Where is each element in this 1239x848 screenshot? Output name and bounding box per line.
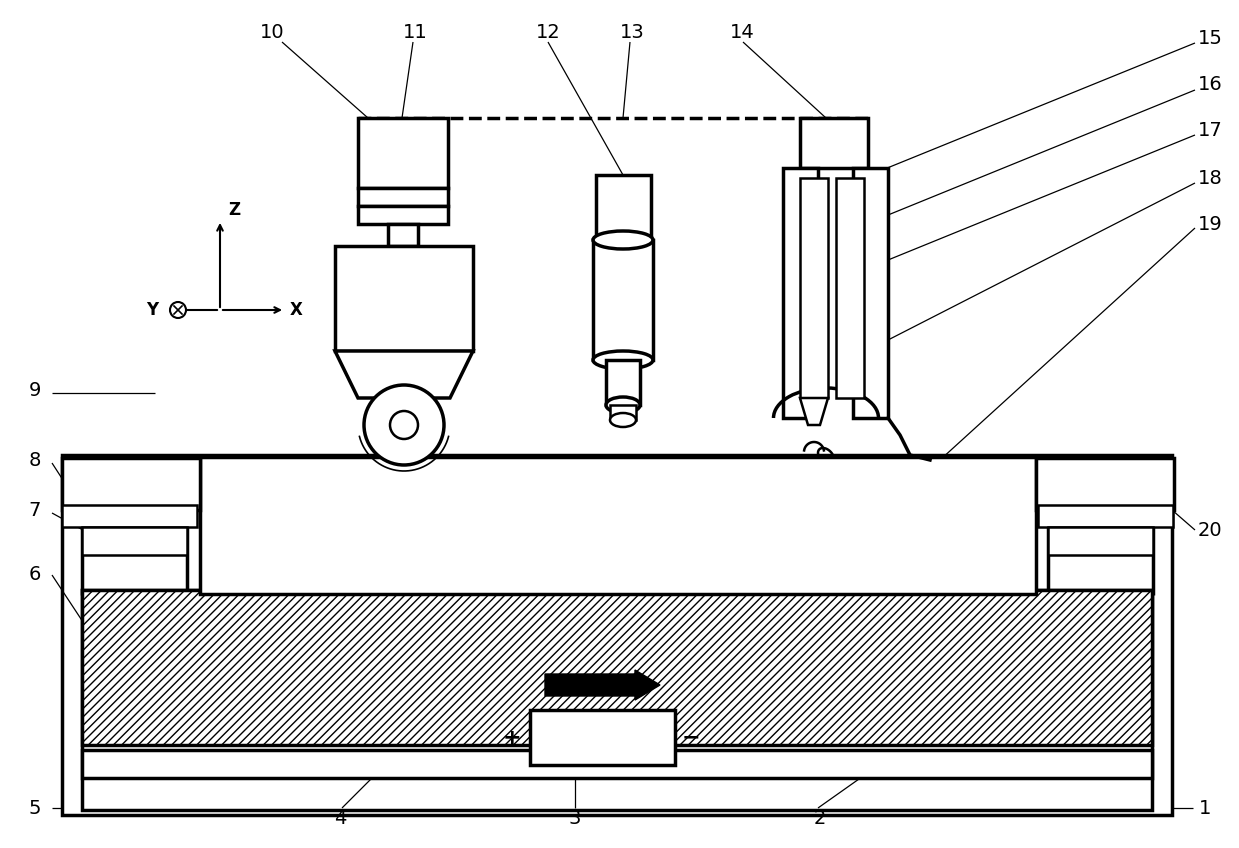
Text: 13: 13 <box>620 24 644 42</box>
Text: 18: 18 <box>1198 169 1223 187</box>
Text: 6: 6 <box>28 566 41 584</box>
Bar <box>606 360 641 405</box>
Ellipse shape <box>610 413 636 427</box>
Bar <box>836 178 864 398</box>
Text: 4: 4 <box>333 808 346 828</box>
Bar <box>1036 458 1175 510</box>
Bar <box>388 224 418 246</box>
Text: Z: Z <box>228 201 240 219</box>
Text: 1: 1 <box>1199 799 1212 817</box>
Bar <box>82 527 187 555</box>
Ellipse shape <box>606 397 641 413</box>
Bar <box>530 710 675 765</box>
Text: 9: 9 <box>28 381 41 399</box>
Text: +: + <box>503 728 522 747</box>
Text: 17: 17 <box>1198 120 1223 140</box>
Bar <box>800 178 828 398</box>
Bar <box>82 750 1152 778</box>
Bar <box>800 118 869 168</box>
Bar <box>596 175 650 240</box>
Bar <box>358 118 449 188</box>
Polygon shape <box>800 398 828 425</box>
Text: 3: 3 <box>569 808 581 828</box>
Polygon shape <box>335 351 473 398</box>
Bar <box>335 246 473 351</box>
Ellipse shape <box>593 231 653 249</box>
Text: 20: 20 <box>1198 521 1223 539</box>
Bar <box>610 405 636 420</box>
Bar <box>783 168 818 418</box>
Text: 7: 7 <box>28 500 41 520</box>
Bar <box>199 457 1036 594</box>
Bar <box>1048 527 1154 555</box>
Bar <box>62 455 1172 815</box>
Text: X: X <box>290 301 302 319</box>
Text: 2: 2 <box>814 808 826 828</box>
Bar <box>593 240 653 360</box>
Text: 10: 10 <box>260 24 284 42</box>
Bar <box>62 505 197 527</box>
Circle shape <box>364 385 444 465</box>
Circle shape <box>170 302 186 318</box>
FancyArrow shape <box>545 670 660 700</box>
Ellipse shape <box>593 351 653 369</box>
Bar <box>1038 505 1173 527</box>
Text: 8: 8 <box>28 450 41 470</box>
Bar <box>82 590 1152 745</box>
Bar <box>82 590 1152 810</box>
Bar <box>852 168 888 418</box>
Text: 5: 5 <box>28 799 41 817</box>
Text: 14: 14 <box>730 24 755 42</box>
Bar <box>358 188 449 206</box>
Text: 15: 15 <box>1198 29 1223 47</box>
Circle shape <box>390 411 418 439</box>
Bar <box>358 206 449 224</box>
Text: 16: 16 <box>1198 75 1223 94</box>
Text: 12: 12 <box>535 24 560 42</box>
Text: Y: Y <box>146 301 159 319</box>
Text: −: − <box>681 728 700 747</box>
Bar <box>62 458 199 510</box>
Text: 19: 19 <box>1198 215 1223 235</box>
Text: 11: 11 <box>403 24 427 42</box>
Text: DC: DC <box>586 728 618 747</box>
